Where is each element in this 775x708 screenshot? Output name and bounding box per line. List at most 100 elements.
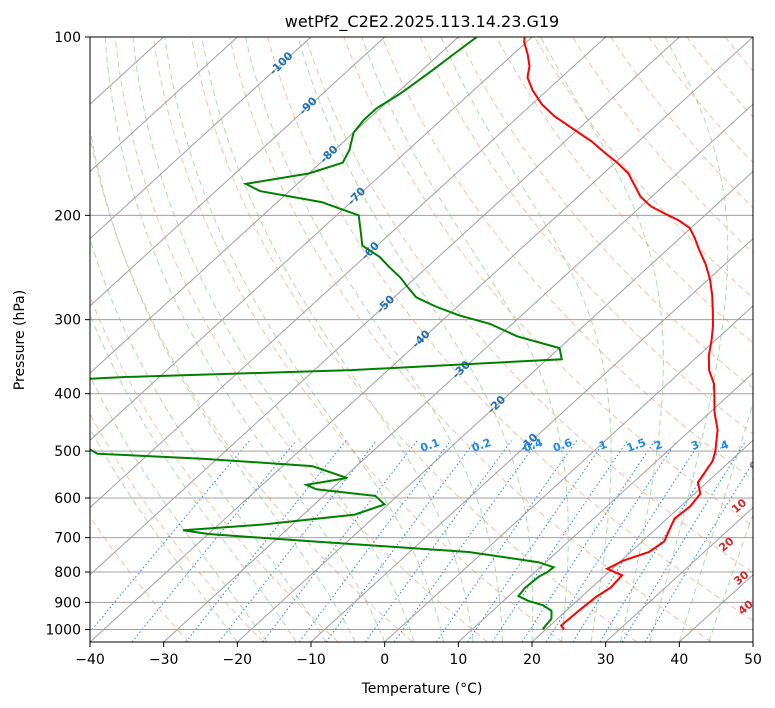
- isotherm-line: [90, 37, 238, 173]
- moist-adiabat: [678, 401, 753, 642]
- moist-adiabat: [297, 37, 534, 642]
- dry-adiabat: [152, 37, 563, 642]
- moist-adiabat: [440, 37, 612, 642]
- x-tick-label: 50: [744, 652, 762, 668]
- y-tick-label: 200: [54, 208, 81, 224]
- mixing-ratio-label: 0.4: [522, 436, 545, 455]
- moist-adiabat: [649, 37, 729, 642]
- mixing-ratio-label: 0.6: [551, 436, 574, 455]
- mixing-ratio-line: [621, 440, 747, 642]
- mixing-ratio-label: 0.1: [419, 436, 442, 455]
- x-axis-label: Temperature (°C): [361, 681, 483, 697]
- mixing-ratio-line: [467, 440, 606, 642]
- moist-adiabat: [708, 513, 753, 642]
- y-tick-label: 800: [54, 565, 81, 581]
- isotherm-line: [384, 305, 753, 642]
- y-axis-ticks: 100 200 300 400 500 600 700 800 900 1000: [45, 30, 90, 638]
- dry-adiabat: [90, 135, 414, 642]
- plot-frame: [89, 36, 754, 643]
- moist-adiabat: [90, 237, 327, 642]
- isotherm-line: [90, 37, 386, 307]
- x-tick-label: −40: [75, 652, 105, 668]
- dry-adiabat: [229, 37, 712, 642]
- plot-area: -100-90-80-70-60-50-40-30-20-100.1 0.2 0.4…: [90, 37, 761, 642]
- y-tick-label: 900: [54, 595, 81, 611]
- dewpoint-line: [90, 37, 564, 630]
- dry-adiabat: [381, 37, 753, 481]
- dry-adiabat: [90, 295, 339, 642]
- mixing-ratio-label: 4: [719, 438, 731, 453]
- isotherm-line: [236, 170, 753, 642]
- mixing-ratio-line: [644, 461, 753, 642]
- mixing-ratio-line: [393, 440, 539, 642]
- x-tick-label: 0: [380, 652, 389, 668]
- isotherm-line: [90, 37, 312, 240]
- isotherm-line: [310, 237, 753, 642]
- y-tick-label: 1000: [45, 622, 81, 638]
- dry-adiabat: [457, 37, 753, 389]
- dry-adiabat: [495, 37, 753, 344]
- mixing-ratio-label: 3: [689, 438, 701, 453]
- dry-adiabat: [419, 37, 753, 435]
- isotherm-line: [90, 37, 753, 642]
- y-tick-label: 700: [54, 531, 81, 547]
- mixing-ratio-line: [364, 440, 512, 642]
- isotherm-line: [90, 37, 533, 442]
- moist-adiabat: [164, 37, 445, 642]
- isotherms: [90, 37, 753, 642]
- x-tick-label: 40: [670, 652, 688, 668]
- dry-adiabat: [90, 412, 264, 642]
- isotherm-line: [457, 372, 753, 642]
- x-tick-label: 20: [523, 652, 541, 668]
- x-tick-label: 10: [449, 652, 467, 668]
- moist-adiabat: [90, 313, 297, 642]
- isobars: [90, 37, 753, 630]
- moist-adiabat: [104, 37, 386, 642]
- y-tick-label: 300: [54, 313, 81, 329]
- mixing-ratio-line: [325, 440, 476, 642]
- x-tick-label: −10: [296, 652, 326, 668]
- moist-adiabat-label: 0: [747, 458, 761, 473]
- y-tick-label: 600: [54, 491, 81, 507]
- dry-adiabat: [190, 37, 638, 642]
- dry-adiabat: [90, 515, 190, 642]
- y-axis-label: Pressure (hPa): [12, 290, 28, 390]
- mixing-ratio-label: 1: [597, 438, 609, 453]
- isotherm-line: [90, 37, 459, 374]
- mixing-ratio-line: [185, 440, 347, 642]
- moist-adiabat: [361, 37, 569, 642]
- temperature-line: [523, 37, 719, 631]
- dry-adiabat: [267, 37, 753, 622]
- isotherm-line: [90, 37, 680, 576]
- mixing-ratio-line: [491, 440, 629, 642]
- isotherm-line: [90, 37, 607, 509]
- x-tick-label: −20: [223, 652, 253, 668]
- mixing-ratio-lines: [90, 440, 753, 642]
- moist-adiabat: [90, 374, 268, 642]
- y-tick-label: 400: [54, 387, 81, 403]
- y-tick-label: 500: [54, 444, 81, 460]
- mixing-ratio-line: [131, 440, 297, 642]
- isotherm-line: [605, 506, 753, 642]
- moist-adiabat: [540, 37, 664, 642]
- x-axis-ticks: −40 −30 −20 −10 0 10 20 30 40 50: [75, 642, 762, 668]
- x-tick-label: 30: [597, 652, 615, 668]
- moist-adiabat: [90, 427, 238, 642]
- x-tick-label: −30: [149, 652, 179, 668]
- mixing-ratio-label: 0.2: [470, 436, 493, 455]
- mixing-ratio-line: [435, 440, 578, 642]
- dry-adiabat: [343, 37, 753, 527]
- mixing-ratio-label: 2: [653, 438, 665, 453]
- chart-title: wetPf2_C2E2.2025.113.14.23.G19: [285, 12, 559, 32]
- mixing-ratio-line: [218, 440, 378, 642]
- mixing-ratio-line: [521, 440, 656, 642]
- moist-adiabat: [90, 125, 356, 642]
- moist-adiabat: [245, 37, 503, 642]
- dry-adiabat: [305, 37, 753, 574]
- y-tick-label: 100: [54, 30, 81, 46]
- mixing-ratio-label: 1.5: [625, 436, 648, 455]
- isotherm-line: [163, 103, 753, 642]
- moist-adiabat: [201, 37, 474, 642]
